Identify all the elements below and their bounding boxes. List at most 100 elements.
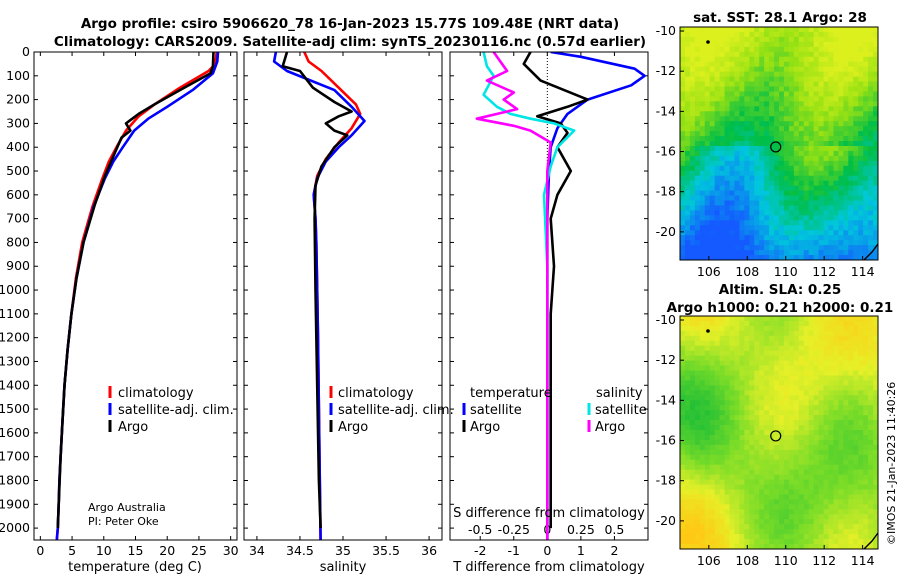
map-cell: [813, 220, 819, 226]
map-cell: [704, 190, 711, 196]
map-cell: [848, 220, 854, 226]
map-cell: [788, 195, 795, 201]
map-cell: [749, 430, 755, 436]
map-cell: [788, 316, 795, 322]
map-cell: [729, 155, 735, 162]
map-cell: [808, 86, 815, 92]
map-cell: [843, 76, 849, 82]
map-cell: [863, 454, 869, 461]
map-cell: [749, 444, 755, 451]
map-cell: [699, 400, 706, 406]
map-cell: [764, 41, 770, 48]
map-cell: [704, 106, 711, 112]
map-cell: [684, 325, 691, 332]
map-cell: [873, 145, 878, 152]
map-cell: [709, 91, 716, 97]
map-cell: [848, 325, 854, 332]
map-cell: [769, 330, 775, 337]
map-cell: [833, 210, 839, 216]
map-cell: [868, 360, 874, 366]
map-cell: [704, 449, 711, 456]
map-cell: [724, 345, 730, 352]
map-cell: [843, 81, 849, 87]
map-cell: [833, 365, 839, 371]
map-cell: [680, 190, 686, 196]
map-cell: [838, 439, 844, 446]
map-cell: [719, 126, 725, 132]
map-cell: [749, 514, 755, 520]
map-cell: [838, 534, 844, 540]
map-cell: [744, 474, 750, 480]
map-cell: [684, 484, 691, 490]
map-cell: [818, 46, 824, 53]
map-cell: [828, 524, 834, 530]
map-cell: [719, 96, 725, 102]
map-cell: [798, 350, 805, 357]
map-cell: [689, 504, 696, 510]
map-cell: [680, 71, 686, 77]
map-cell: [783, 190, 790, 196]
map-cell: [704, 375, 711, 381]
map-cell: [719, 121, 725, 127]
map-cell: [744, 76, 750, 82]
map-cell: [848, 205, 854, 211]
map-cell: [853, 111, 859, 117]
map-cell: [724, 380, 730, 386]
map-cell: [803, 66, 810, 73]
map-cell: [714, 484, 720, 490]
map-cell: [724, 355, 730, 362]
map-cell: [833, 330, 839, 337]
map-cell: [744, 165, 750, 172]
map-cell: [818, 96, 824, 102]
map-cell: [744, 235, 750, 241]
map-cell: [798, 474, 805, 480]
map-cell: [868, 395, 874, 401]
map-cell: [709, 370, 716, 376]
map-cell: [689, 41, 696, 48]
map-cell: [783, 31, 790, 38]
map-cell: [684, 355, 691, 362]
map-cell: [774, 46, 780, 53]
map-cell: [803, 345, 810, 352]
map-cell: [714, 489, 720, 495]
map-cell: [798, 444, 805, 451]
map-cell: [754, 494, 760, 500]
map-cell: [803, 160, 810, 167]
map-cell: [699, 380, 706, 386]
map-cell: [684, 215, 691, 221]
map-cell: [779, 415, 785, 421]
map-cell: [863, 439, 869, 446]
map-cell: [798, 469, 805, 476]
map-cell: [734, 430, 740, 436]
map-cell: [843, 27, 849, 33]
map-cell: [744, 459, 750, 466]
map-cell: [749, 31, 755, 38]
map-cell: [868, 375, 874, 381]
stick-label: -0.25: [498, 522, 530, 537]
map-cell: [808, 76, 815, 82]
map-cell: [798, 365, 805, 371]
map-cell: [868, 415, 874, 421]
map-cell: [689, 76, 696, 82]
map-cell: [858, 355, 864, 362]
map-cell: [769, 464, 775, 471]
map-cell: [843, 434, 849, 441]
map-cell: [729, 190, 735, 196]
map-cell: [739, 385, 745, 391]
map-cell: [704, 514, 711, 520]
map-cell: [744, 136, 750, 142]
map-cell: [774, 31, 780, 38]
map-cell: [838, 160, 844, 167]
map-cell: [719, 544, 725, 549]
map-cell: [793, 210, 800, 216]
map-cell: [838, 41, 844, 48]
map-cell: [764, 539, 770, 545]
map-cell: [863, 165, 869, 172]
map-cell: [699, 479, 706, 485]
map-cell: [783, 235, 790, 241]
map-cell: [808, 380, 815, 386]
map-cell: [714, 111, 720, 117]
map-cell: [739, 544, 745, 549]
map-cell: [719, 71, 725, 77]
map-cell: [754, 121, 760, 127]
